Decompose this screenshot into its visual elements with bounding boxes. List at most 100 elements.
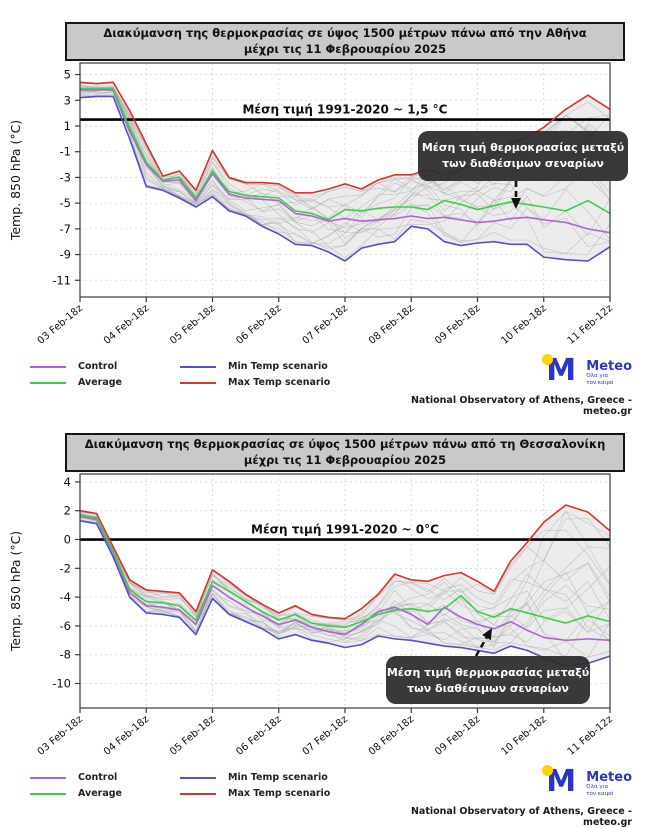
meteo-logo-dot-icon — [542, 765, 554, 777]
legend-label-min: Min Temp scenario — [228, 772, 328, 784]
annotation-text-line: Μέση τιμή θερμοκρασίας μεταξύ — [387, 666, 589, 679]
meteo-brand-block: M Meteo Όλα για τον καιρό National Obser… — [410, 764, 632, 828]
y-tick-label: 5 — [64, 68, 71, 82]
legend-item-min: Min Temp scenario — [180, 361, 410, 372]
min-temp-line — [79, 95, 611, 262]
average-line-swatch — [30, 381, 66, 384]
x-tick-label: 03 Feb-18z — [36, 303, 85, 347]
x-tick-label: 09 Feb-18z — [433, 303, 482, 347]
ensemble-envelope — [80, 505, 610, 667]
control-line-swatch — [30, 365, 66, 368]
meteo-brand-block: M Meteo Όλα για τον καιρό National Obser… — [410, 353, 632, 417]
legend-item-average: Average — [30, 788, 180, 799]
annotation-box — [418, 131, 628, 182]
athens-chart-title: Διακύμανση της θερμοκρασίας σε ύψος 1500… — [65, 22, 625, 62]
climate-mean-label: Μέση τιμή 1991-2020 ~ 1,5 °C — [242, 103, 447, 117]
y-tick-label: -10 — [52, 677, 71, 691]
climate-mean-label: Μέση τιμή 1991-2020 ~ 0°C — [251, 523, 439, 537]
legend-label-control: Control — [78, 772, 118, 784]
y-tick-label: -7 — [60, 222, 71, 236]
x-tick-label: 10 Feb-18z — [499, 303, 548, 347]
athens-title-line1: Διακύμανση της θερμοκρασίας σε ύψος 1500… — [103, 26, 587, 40]
x-tick-label: 04 Feb-18z — [102, 303, 151, 347]
legend-item-average: Average — [30, 377, 180, 388]
annotation-callout: Μέση τιμή θερμοκρασίας μεταξύ των διαθέσι… — [386, 628, 590, 705]
average-line — [80, 87, 611, 221]
meteo-tagline-line2: τον καιρό — [586, 379, 614, 386]
y-tick-label: -3 — [60, 170, 71, 184]
annotation-callout: Μέση τιμή θερμοκρασίας μεταξύ των διαθέσι… — [418, 131, 628, 210]
x-tick-label: 09 Feb-18z — [433, 714, 482, 758]
x-tick-label: 06 Feb-18z — [234, 714, 283, 758]
meteo-logo-icon: M — [542, 765, 580, 803]
legend-label-average: Average — [78, 377, 122, 389]
annotation-arrowhead-icon — [482, 628, 492, 641]
y-tick-label: 2 — [64, 504, 71, 518]
annotation-text-line: των διαθέσιμων σεναρίων — [442, 157, 604, 170]
y-tick-label: 0 — [64, 533, 71, 547]
legend-label-control: Control — [78, 361, 118, 373]
y-tick-label: -9 — [60, 248, 71, 262]
ensemble-envelope — [80, 82, 610, 262]
annotation-arrowhead-icon — [511, 198, 521, 210]
x-tick-label: 08 Feb-18z — [367, 714, 416, 758]
x-tick-label: 11 Feb-12z — [566, 714, 615, 758]
control-line — [80, 89, 611, 234]
thessaloniki-title-line2: μέχρι τις 11 Φεβρουαρίου 2025 — [243, 452, 447, 467]
legend-item-control: Control — [30, 361, 180, 372]
meteo-logo-icon: M — [542, 354, 580, 392]
average-line-swatch — [30, 792, 66, 795]
thessaloniki-plot-svg: Μέση τιμή 1991-2020 ~ 0°C Μέση τιμή θερμο… — [8, 473, 615, 758]
legend: Control Min Temp scenario Average Max Te… — [30, 764, 410, 799]
y-tick-label: 1 — [64, 119, 71, 133]
x-tick-label: 07 Feb-18z — [301, 303, 350, 347]
legend-item-max: Max Temp scenario — [180, 788, 410, 799]
meteo-tagline-line2: τον καιρό — [586, 790, 614, 797]
annotation-text-line: Μέση τιμή θερμοκρασίας μεταξύ — [422, 141, 624, 154]
y-tick-label: 3 — [64, 93, 71, 107]
x-tick-label: 10 Feb-18z — [499, 714, 548, 758]
athens-title-line2: μέχρι τις 11 Φεβρουαρίου 2025 — [243, 41, 447, 56]
y-axis-label: Temp. 850 hPa (°C) — [8, 120, 23, 241]
y-tick-label: -2 — [60, 561, 71, 575]
legend-label-max: Max Temp scenario — [228, 788, 331, 800]
annotation-box — [386, 656, 590, 705]
x-tick-label: 04 Feb-18z — [102, 714, 151, 758]
y-tick-label: -4 — [60, 590, 71, 604]
legend-item-max: Max Temp scenario — [180, 377, 410, 388]
max-line-swatch — [180, 381, 216, 384]
x-tick-label: 07 Feb-18z — [301, 714, 350, 758]
y-tick-label: -6 — [60, 619, 71, 633]
y-tick-label: -11 — [52, 273, 71, 287]
x-tick-label: 06 Feb-18z — [234, 303, 283, 347]
annotation-text-line: των διαθέσιμων σεναρίων — [407, 682, 569, 695]
x-tick-label: 08 Feb-18z — [367, 303, 416, 347]
thessaloniki-footer-row: Control Min Temp scenario Average Max Te… — [30, 764, 632, 828]
legend-label-average: Average — [78, 788, 122, 800]
legend-item-min: Min Temp scenario — [180, 772, 410, 783]
y-tick-label: -1 — [60, 145, 71, 159]
y-tick-label: -5 — [60, 196, 71, 210]
athens-footer-row: Control Min Temp scenario Average Max Te… — [30, 353, 632, 417]
athens-chart-figure: Διακύμανση της θερμοκρασίας σε ύψος 1500… — [8, 22, 632, 417]
legend-item-control: Control — [30, 772, 180, 783]
y-axis-label: Temp. 850 hPa (°C) — [8, 531, 23, 652]
min-temp-line — [79, 520, 611, 668]
average-line — [79, 514, 611, 629]
legend-label-max: Max Temp scenario — [228, 377, 331, 389]
x-tick-label: 11 Feb-12z — [566, 303, 615, 347]
legend-label-min: Min Temp scenario — [228, 361, 328, 373]
meteo-brand-name: Meteo — [586, 358, 632, 374]
attribution-text: National Observatory of Athens, Greece -… — [410, 806, 632, 828]
meteo-logo-dot-icon — [542, 354, 554, 366]
control-line-swatch — [30, 776, 66, 779]
y-tick-label: 4 — [64, 475, 71, 489]
min-line-swatch — [180, 365, 216, 368]
max-line-swatch — [180, 792, 216, 795]
y-tick-label: -8 — [60, 648, 71, 662]
max-temp-line — [79, 504, 611, 620]
legend: Control Min Temp scenario Average Max Te… — [30, 353, 410, 388]
meteo-brand-name: Meteo — [586, 769, 632, 785]
meteo-tagline-line1: Όλα για — [586, 372, 609, 379]
min-line-swatch — [180, 776, 216, 779]
